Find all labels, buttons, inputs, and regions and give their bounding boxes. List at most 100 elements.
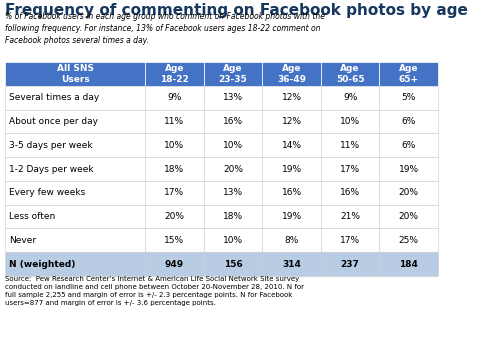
Text: 9%: 9% — [342, 93, 357, 102]
Text: About once per day: About once per day — [9, 117, 98, 126]
Bar — [145, 86, 203, 110]
Text: 6%: 6% — [401, 117, 415, 126]
Bar — [320, 134, 379, 157]
Text: 21%: 21% — [340, 212, 359, 221]
Bar — [379, 228, 437, 252]
Text: Never: Never — [9, 236, 36, 245]
Bar — [5, 228, 145, 252]
Text: 5%: 5% — [401, 93, 415, 102]
Text: 18%: 18% — [222, 212, 242, 221]
Text: 13%: 13% — [222, 188, 242, 197]
Bar — [320, 62, 379, 86]
Bar — [5, 157, 145, 181]
Text: N (weighted): N (weighted) — [9, 260, 75, 269]
Bar — [145, 252, 203, 276]
Bar — [262, 228, 320, 252]
Bar — [145, 181, 203, 205]
Bar — [320, 205, 379, 228]
Bar — [379, 181, 437, 205]
Bar — [5, 110, 145, 134]
Text: 16%: 16% — [222, 117, 242, 126]
Text: All SNS
Users: All SNS Users — [57, 64, 94, 84]
Text: 19%: 19% — [281, 212, 301, 221]
Bar — [5, 134, 145, 157]
Text: Age
18-22: Age 18-22 — [160, 64, 188, 84]
Text: 6%: 6% — [401, 141, 415, 150]
Bar — [320, 110, 379, 134]
Text: 10%: 10% — [222, 236, 242, 245]
Text: 19%: 19% — [398, 165, 418, 174]
Bar — [5, 205, 145, 228]
Text: % of Facebook users in each age group who comment on Facebook photos with the
fo: % of Facebook users in each age group wh… — [5, 12, 324, 45]
Bar — [379, 157, 437, 181]
Bar — [320, 86, 379, 110]
Text: 19%: 19% — [281, 165, 301, 174]
Bar — [145, 157, 203, 181]
Text: 15%: 15% — [164, 236, 184, 245]
Bar — [203, 228, 262, 252]
Text: 17%: 17% — [339, 236, 360, 245]
Bar — [145, 134, 203, 157]
Text: 18%: 18% — [164, 165, 184, 174]
Bar — [379, 110, 437, 134]
Bar — [203, 62, 262, 86]
Bar — [203, 252, 262, 276]
Bar — [5, 86, 145, 110]
Text: 156: 156 — [223, 260, 242, 269]
Bar — [262, 110, 320, 134]
Bar — [203, 86, 262, 110]
Bar — [320, 181, 379, 205]
Text: 314: 314 — [282, 260, 301, 269]
Text: Every few weeks: Every few weeks — [9, 188, 85, 197]
Text: 10%: 10% — [164, 141, 184, 150]
Text: 16%: 16% — [281, 188, 301, 197]
Text: 17%: 17% — [339, 165, 360, 174]
Bar — [203, 134, 262, 157]
Text: 20%: 20% — [398, 212, 418, 221]
Bar — [262, 181, 320, 205]
Text: Less often: Less often — [9, 212, 55, 221]
Text: Source:  Pew Research Center’s Internet & American Life Social Network Site surv: Source: Pew Research Center’s Internet &… — [5, 276, 304, 306]
Text: 10%: 10% — [222, 141, 242, 150]
Text: Age
23-35: Age 23-35 — [218, 64, 247, 84]
Text: 237: 237 — [340, 260, 359, 269]
Text: Age
36-49: Age 36-49 — [277, 64, 306, 84]
Bar — [262, 86, 320, 110]
Text: 12%: 12% — [281, 93, 301, 102]
Bar — [379, 205, 437, 228]
Bar — [262, 252, 320, 276]
Bar — [262, 134, 320, 157]
Text: Frequency of commenting on Facebook photos by age: Frequency of commenting on Facebook phot… — [5, 3, 467, 18]
Bar — [379, 252, 437, 276]
Bar — [203, 205, 262, 228]
Text: 14%: 14% — [281, 141, 301, 150]
Text: 10%: 10% — [339, 117, 360, 126]
Text: 13%: 13% — [222, 93, 242, 102]
Bar — [5, 252, 145, 276]
Bar — [379, 86, 437, 110]
Bar — [203, 157, 262, 181]
Bar — [203, 181, 262, 205]
Text: 20%: 20% — [398, 188, 418, 197]
Bar — [145, 205, 203, 228]
Text: 12%: 12% — [281, 117, 301, 126]
Text: 25%: 25% — [398, 236, 418, 245]
Text: Several times a day: Several times a day — [9, 93, 99, 102]
Text: 8%: 8% — [284, 236, 298, 245]
Text: 17%: 17% — [164, 188, 184, 197]
Bar — [320, 228, 379, 252]
Bar — [5, 62, 145, 86]
Text: 3-5 days per week: 3-5 days per week — [9, 141, 92, 150]
Bar — [379, 134, 437, 157]
Text: 9%: 9% — [167, 93, 181, 102]
Bar — [320, 252, 379, 276]
Bar — [5, 181, 145, 205]
Text: 1-2 Days per week: 1-2 Days per week — [9, 165, 93, 174]
Bar — [262, 205, 320, 228]
Text: 20%: 20% — [222, 165, 242, 174]
Bar — [145, 110, 203, 134]
Bar — [262, 157, 320, 181]
Text: 949: 949 — [165, 260, 184, 269]
Text: Age
65+: Age 65+ — [398, 64, 418, 84]
Bar — [203, 110, 262, 134]
